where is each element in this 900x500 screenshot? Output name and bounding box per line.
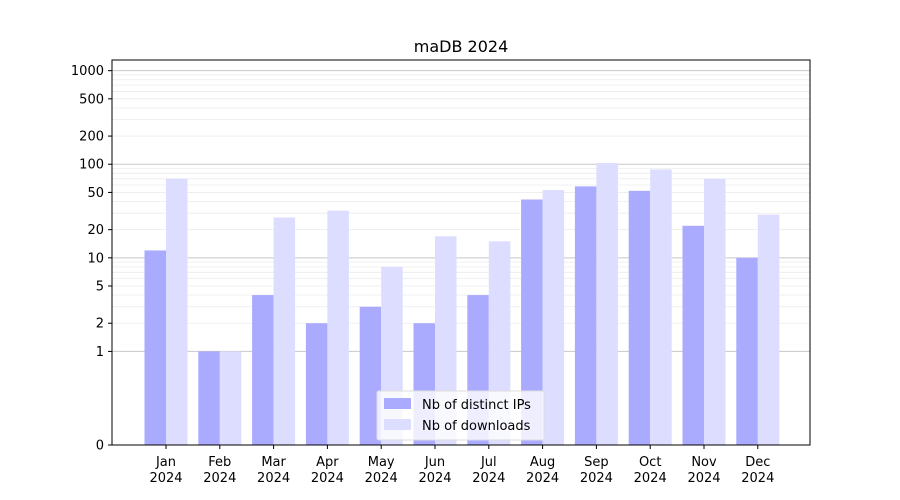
legend-swatch-downloads [384, 419, 411, 430]
x-tick-label-month: Aug [530, 455, 555, 470]
x-tick-label-year: 2024 [526, 471, 559, 486]
y-tick-label: 50 [87, 186, 104, 201]
y-tick-label: 10 [87, 251, 104, 266]
x-tick-label-month: Feb [208, 455, 231, 470]
bar-distinct-ips [359, 306, 382, 445]
plot-frame [111, 59, 811, 446]
bar-distinct-ips [521, 199, 543, 445]
y-tick-label: 2 [96, 317, 104, 332]
y-tick-label: 1000 [71, 64, 104, 79]
bar-downloads [327, 210, 349, 445]
bar-downloads [650, 169, 672, 446]
y-tick-label: 0 [96, 439, 104, 454]
bar-downloads [542, 190, 565, 445]
x-tick-label-year: 2024 [203, 471, 236, 486]
y-tick-label: 500 [79, 92, 104, 107]
bar-downloads [596, 163, 618, 445]
chart-title: maDB 2024 [414, 37, 509, 56]
x-tick-label-year: 2024 [472, 471, 505, 486]
legend-swatch-distinct-ips [384, 398, 411, 409]
y-axis: 0 1 2 5 10 20 50 100 200 500 1000 [71, 64, 112, 454]
y-tick-label: 5 [96, 280, 104, 295]
x-tick-label-month: Sep [584, 455, 609, 470]
x-tick-label-year: 2024 [418, 471, 451, 486]
x-tick-label-month: Dec [745, 455, 770, 470]
x-tick-label-year: 2024 [634, 471, 667, 486]
x-tick-label-year: 2024 [149, 471, 182, 486]
y-tick-label: 1 [96, 345, 104, 360]
x-tick-label-year: 2024 [741, 471, 774, 486]
bar-downloads [757, 214, 780, 445]
bar-distinct-ips [305, 323, 328, 445]
bar-downloads [273, 217, 296, 445]
x-tick-label-year: 2024 [687, 471, 720, 486]
x-tick-label-month: Jun [424, 455, 445, 470]
x-tick-label-year: 2024 [365, 471, 398, 486]
y-tick-label: 100 [79, 158, 104, 173]
bar-distinct-ips [198, 351, 220, 445]
y-tick-label: 200 [79, 130, 104, 145]
x-tick-label-year: 2024 [580, 471, 613, 486]
bar-downloads [704, 178, 726, 446]
bar-distinct-ips [682, 225, 704, 445]
x-tick-label-month: Jul [480, 455, 497, 470]
legend-label-distinct-ips: Nb of distinct IPs [422, 398, 531, 413]
x-tick-label-month: May [368, 455, 395, 470]
x-tick-label-month: Apr [316, 455, 339, 470]
legend-box [376, 390, 545, 441]
legend: Nb of distinct IPs Nb of downloads [376, 390, 545, 441]
legend-label-downloads: Nb of downloads [422, 419, 531, 434]
x-axis: Jan2024Feb2024Mar2024Apr2024May2024Jun20… [149, 445, 774, 486]
x-tick-label-month: Jan [155, 455, 176, 470]
bar-distinct-ips [628, 190, 651, 445]
grid-layer [112, 70, 810, 352]
y-tick-label: 20 [87, 223, 104, 238]
x-tick-label-month: Nov [691, 455, 717, 470]
bar-distinct-ips [574, 186, 597, 445]
x-tick-label-month: Mar [261, 455, 286, 470]
bar-downloads [219, 351, 242, 445]
x-tick-label-month: Oct [639, 455, 661, 470]
x-tick-label-year: 2024 [257, 471, 290, 486]
x-tick-label-year: 2024 [311, 471, 344, 486]
bar-distinct-ips [252, 295, 274, 445]
bar-distinct-ips [736, 257, 758, 445]
bar-distinct-ips [144, 250, 166, 445]
bar-downloads [166, 178, 188, 446]
